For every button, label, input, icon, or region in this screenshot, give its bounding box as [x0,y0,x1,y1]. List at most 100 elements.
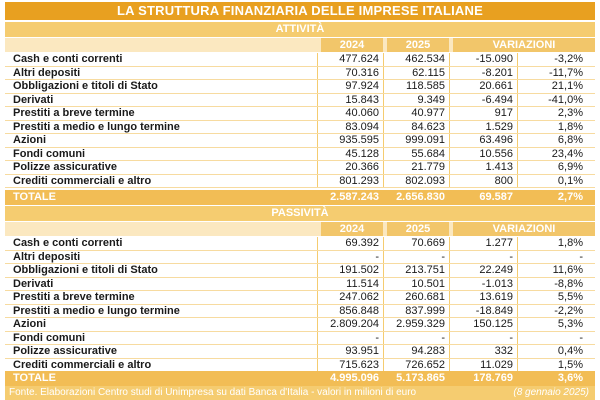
variation-abs: 800 [494,174,513,187]
variation-abs: 917 [494,107,513,119]
column-divider [517,93,518,106]
column-divider [383,358,384,371]
column-divider [517,358,518,371]
column-divider [449,250,450,263]
value-2024: 191.502 [339,264,379,276]
table-row: Crediti commerciali e altro 715.623 726.65… [5,358,595,372]
column-divider [517,250,518,263]
variation-pct: 0,4% [557,345,583,357]
column-divider [517,264,518,277]
value-2025: - [441,331,445,344]
variation-abs: 1.277 [485,237,513,249]
section-label-attivita: ATTIVITÀ [5,22,595,37]
value-2025: 55.684 [411,147,445,160]
header-2024: 2024 [321,222,383,236]
variation-pct: 0,1% [557,174,583,187]
column-divider [317,161,318,174]
total-2025: 5.173.865 [396,372,445,384]
row-label: Prestiti a medio e lungo termine [13,304,180,317]
page-title: LA STRUTTURA FINANZIARIA DELLE IMPRESE I… [5,2,595,20]
column-divider [317,53,318,66]
row-label: Crediti commerciali e altro [13,358,152,371]
column-divider [449,107,450,120]
variation-abs: -15.090 [475,53,513,65]
table-row: Fondi comuni 45.128 55.684 10.556 23,4% [5,147,595,161]
value-2024: 11.514 [346,277,379,290]
value-2025: 726.652 [405,358,445,371]
value-2025: 10.501 [411,277,445,290]
variation-pct: 1,8% [557,237,583,249]
table-row: Azioni 935.595 999.091 63.496 6,8% [5,134,595,148]
attivita-rows: Cash e conti correnti 477.624 462.534 -15.0… [5,53,595,188]
column-divider [317,304,318,317]
row-label: Obbligazioni e titoli di Stato [13,80,158,92]
column-divider [383,134,384,147]
variation-abs: 63.496 [479,134,513,146]
value-2025: 802.093 [405,174,445,187]
source-date: (8 gennaio 2025) [513,387,589,398]
table-row: Prestiti a breve termine 40.060 40.977 917 2… [5,107,595,121]
value-2024: 856.848 [339,304,379,317]
column-divider [383,331,384,344]
variation-pct: -11,7% [548,66,583,79]
column-divider [517,291,518,304]
header-2025: 2025 [387,222,449,236]
value-2025: 999.091 [405,134,445,146]
row-label: Cash e conti correnti [13,53,123,65]
row-label: Prestiti a breve termine [13,291,135,303]
variation-abs: -18.849 [475,304,513,317]
value-2025: 462.534 [405,53,445,65]
column-divider [317,120,318,133]
column-divider [449,318,450,331]
column-divider [517,277,518,290]
column-divider [317,318,318,331]
variation-abs: 20.661 [479,80,513,92]
table-row: Cash e conti correnti 69.392 70.669 1.277 1,… [5,237,595,251]
column-divider [449,53,450,66]
column-divider [449,93,450,106]
variation-pct: - [579,250,583,263]
column-divider [517,345,518,358]
column-divider [449,358,450,371]
source-note: Fonte. Elaborazioni Centro studi di Unim… [5,386,595,400]
variation-abs: - [509,331,513,344]
header-row-passivita: 2024 2025 VARIAZIONI [5,222,595,236]
column-divider [383,93,384,106]
variation-abs: 11.029 [480,358,513,371]
source-text: Fonte. Elaborazioni Centro studi di Unim… [9,387,417,398]
variation-pct: 2,3% [557,107,583,119]
table-row: Obbligazioni e titoli di Stato 191.502 213… [5,264,595,278]
value-2024: 477.624 [339,53,379,65]
variation-abs: 22.249 [479,264,513,276]
column-divider [317,147,318,160]
column-divider [317,93,318,106]
row-label: Fondi comuni [13,147,86,160]
variation-abs: 150.125 [473,318,513,330]
variation-pct: 1,5% [557,358,583,371]
variation-pct: 23,4% [551,147,583,160]
row-label: Polizze assicurative [13,345,117,357]
column-divider [383,107,384,120]
column-divider [317,134,318,147]
column-divider [449,66,450,79]
column-divider [517,331,518,344]
column-divider [449,161,450,174]
column-divider [517,147,518,160]
variation-abs: -8.201 [481,66,513,79]
variation-abs: 1.529 [485,120,513,133]
column-divider [449,120,450,133]
total-2024: 2.587.243 [330,191,379,203]
table-row: Prestiti a breve termine 247.062 260.681 13… [5,291,595,305]
column-divider [449,237,450,250]
value-2024: 69.392 [345,237,379,249]
column-divider [517,107,518,120]
row-label: Cash e conti correnti [13,237,123,249]
variation-pct: -3,2% [554,53,583,65]
passivita-rows: Cash e conti correnti 69.392 70.669 1.277 1,… [5,237,595,372]
variation-pct: 5,5% [557,291,583,303]
column-divider [383,174,384,187]
column-divider [449,147,450,160]
row-label: Derivati [13,277,54,290]
column-divider [317,277,318,290]
value-2024: 801.293 [339,174,379,187]
